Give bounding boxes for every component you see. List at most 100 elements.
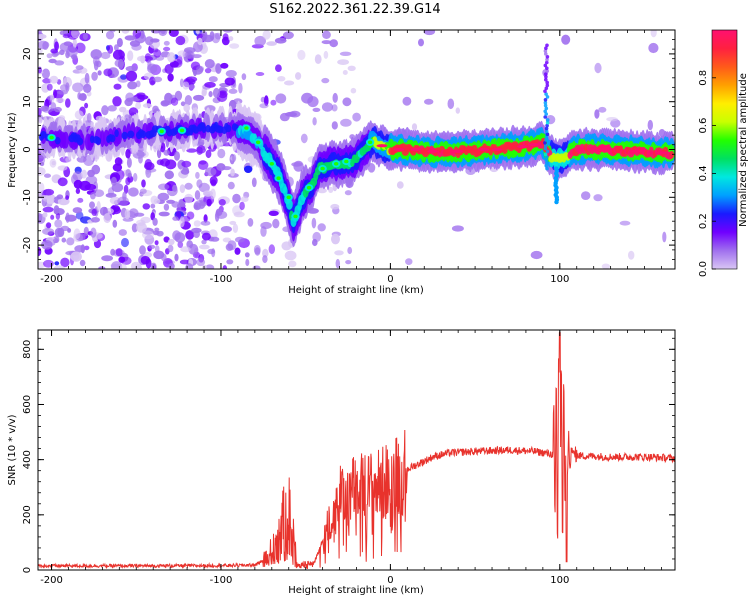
spectrogram-cell [201, 89, 207, 97]
spectrogram-cell [594, 109, 600, 119]
spectrogram-cell [97, 70, 102, 76]
spectrogram-cell [301, 92, 314, 104]
spectrogram-cell [196, 258, 206, 267]
ridge-blob-core [334, 162, 339, 166]
spectrogram-cell [46, 53, 53, 59]
spectrogram-cell [125, 148, 131, 159]
spectrogram-cell [70, 251, 82, 262]
spike-cell [544, 143, 548, 148]
spectrogram-cell [344, 190, 352, 196]
spectrogram-cell [50, 214, 55, 220]
colorbar: 0.0 0.2 0.4 0.6 0.8 Normalized spectral ampl… [698, 29, 749, 277]
spectrogram-cell [53, 89, 57, 99]
spectrogram-cell [55, 212, 61, 220]
spectrogram-cell [226, 259, 234, 265]
ridge-cell [114, 129, 119, 138]
spectrogram-cell [46, 222, 52, 229]
colorbar-tick-label: 0.2 [698, 213, 709, 229]
spectrogram-cell [199, 201, 208, 207]
spectrogram-cell [150, 38, 160, 43]
spectrogram-cell [222, 33, 229, 41]
spectrogram-cell [38, 117, 43, 124]
spectrogram-cell [65, 98, 71, 108]
spectrogram-cell [168, 238, 175, 246]
y-tick-label: 600 [22, 395, 33, 414]
spectrogram-cell [331, 104, 338, 112]
ridge-hotspot [528, 143, 540, 147]
spectrogram-cell [158, 183, 170, 191]
spectrogram-cell [84, 183, 97, 191]
spectrogram-cell [268, 210, 279, 216]
spectrogram-cell [328, 186, 334, 193]
ridge-blob-core [306, 185, 312, 190]
spectrogram-cell [228, 36, 234, 42]
spectrogram-cell [65, 82, 70, 93]
spectrogram-cell [204, 68, 212, 74]
y-tick-label: 10 [22, 95, 33, 108]
spectrogram-cell [239, 201, 245, 211]
spectrogram-cell [349, 134, 356, 140]
spectrogram-cell [295, 72, 302, 80]
spectrogram-cell [330, 203, 340, 210]
spike-cell [544, 112, 548, 116]
spectrogram-cell [208, 91, 213, 98]
spectrogram-cell [312, 231, 322, 243]
spectrogram-cell [164, 170, 174, 180]
spectrogram-cell [72, 37, 77, 49]
spectrogram-cell [163, 236, 170, 243]
spectrogram-cell [593, 194, 603, 202]
spectrogram-cell [650, 30, 657, 38]
x-tick-label: 0 [387, 274, 393, 285]
spectrogram-cell [61, 237, 67, 243]
spectrogram-cell [143, 56, 154, 62]
spectrogram-cell [232, 154, 237, 162]
spectrogram-cell [42, 78, 52, 84]
spectrogram-cell [244, 165, 253, 173]
spectrogram-cell [204, 59, 215, 69]
spectrogram-cell [59, 30, 65, 35]
ridge-hotspot [596, 147, 608, 152]
spectrogram-cell [41, 68, 51, 79]
x-tick-label: -200 [40, 274, 63, 285]
x-tick-label: -100 [210, 274, 233, 285]
colorbar-gradient [711, 29, 738, 270]
ridge-blob-core [286, 195, 291, 200]
spike-cell [545, 69, 549, 73]
spectrogram-cell [284, 250, 297, 261]
spectrogram-cell [179, 216, 185, 228]
colorbar-tick-label: 0.6 [698, 118, 709, 134]
ridge-cell [62, 131, 69, 149]
spectrogram-cell [54, 261, 60, 266]
spectrogram-cell [311, 217, 317, 229]
y-tick-label: 200 [22, 505, 33, 524]
spectrogram-cell [183, 103, 190, 113]
spectrogram-cell [43, 197, 55, 203]
spectrogram-cell [230, 168, 235, 177]
spectrogram-cell [195, 30, 200, 34]
spectrogram-cell [42, 206, 54, 213]
spectrogram-cell [220, 226, 232, 233]
spectrogram-cell [113, 83, 122, 90]
spectrogram-cell [112, 163, 123, 172]
spectrogram-cell [339, 51, 352, 56]
spectrogram-cell [71, 54, 78, 60]
spike-cell [543, 109, 547, 114]
spectrogram-cell [317, 188, 327, 194]
spectrogram-cell [117, 58, 124, 70]
spectrogram-cell [98, 266, 106, 269]
spectrogram-cell [266, 41, 277, 46]
spike-cell [545, 118, 550, 122]
spectrogram-cell [332, 92, 338, 103]
spectrogram-cell [251, 177, 257, 188]
spectrogram-cell [39, 182, 45, 193]
colorbar-tick-label: 0.8 [698, 70, 709, 86]
spectrogram-cell [227, 240, 237, 251]
spectrogram-cell [350, 87, 357, 94]
spectrogram-cell [210, 188, 216, 200]
spectrogram-cell [208, 76, 218, 83]
ridge-cell [201, 125, 207, 133]
spectrogram-cell [131, 261, 142, 269]
spectrogram-cell [125, 169, 131, 177]
spectrogram-cell [180, 101, 186, 107]
spectrogram-cell [196, 179, 203, 188]
